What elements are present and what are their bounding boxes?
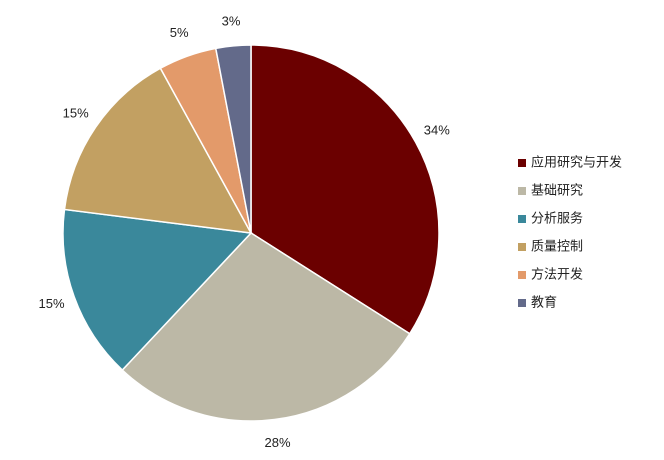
legend-swatch xyxy=(518,243,526,251)
pie-slice xyxy=(214,44,252,234)
pie-slice xyxy=(250,44,440,335)
legend-swatch xyxy=(518,159,526,167)
pie-slice xyxy=(62,208,253,372)
data-label: 15% xyxy=(63,105,89,120)
legend-swatch xyxy=(518,187,526,195)
pie-slice xyxy=(121,232,411,422)
legend-swatch xyxy=(518,215,526,223)
data-label: 15% xyxy=(39,296,65,311)
legend-label: 方法开发 xyxy=(531,266,583,281)
data-label: 34% xyxy=(424,122,450,137)
legend-swatch xyxy=(518,271,526,279)
data-label: 5% xyxy=(170,25,189,40)
data-label: 28% xyxy=(265,435,291,450)
pie-slice xyxy=(63,67,253,234)
legend-label: 质量控制 xyxy=(531,238,583,253)
legend-label: 分析服务 xyxy=(531,210,583,225)
legend-label: 应用研究与开发 xyxy=(531,154,622,169)
data-label: 3% xyxy=(222,13,241,28)
legend-label: 教育 xyxy=(531,294,557,309)
legend-label: 基础研究 xyxy=(531,182,583,197)
legend-swatch xyxy=(518,299,526,307)
